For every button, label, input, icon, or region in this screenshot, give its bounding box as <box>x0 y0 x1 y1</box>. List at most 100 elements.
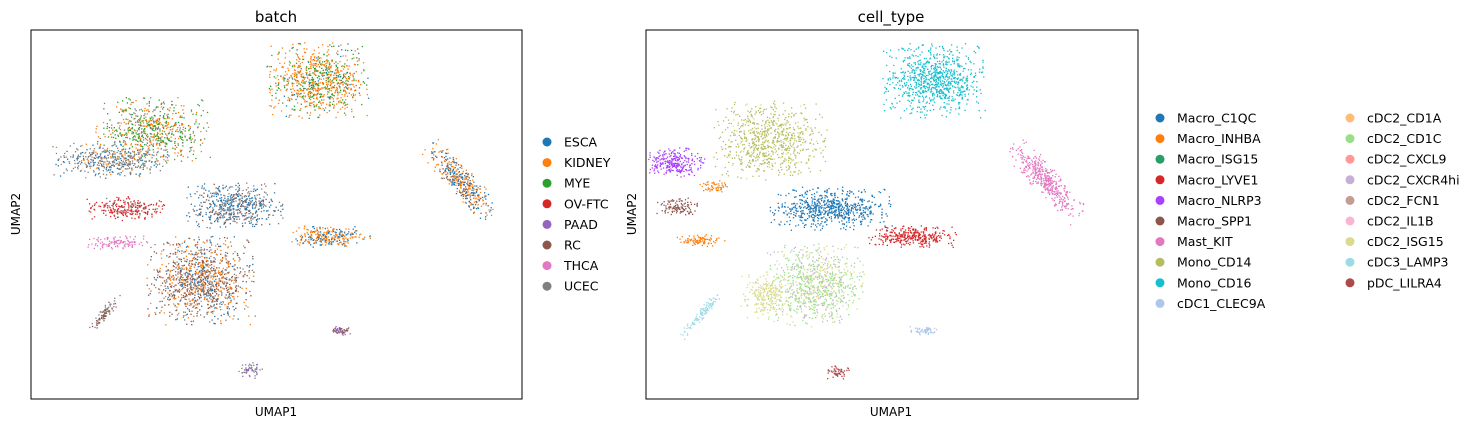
umap-point <box>228 308 230 310</box>
umap-point <box>336 234 338 237</box>
umap-point <box>221 274 223 276</box>
umap-point <box>125 118 127 120</box>
umap-point <box>155 127 157 130</box>
umap-point <box>114 241 116 243</box>
umap-point <box>102 173 105 175</box>
umap-point <box>155 158 158 160</box>
umap-point <box>350 94 352 96</box>
umap-point <box>216 216 219 219</box>
umap-point <box>246 369 249 372</box>
umap-point <box>300 68 302 70</box>
umap-point <box>168 273 171 275</box>
umap-point <box>338 72 340 74</box>
legend-marker <box>542 158 552 168</box>
umap-point <box>324 107 327 109</box>
umap-point <box>353 94 355 97</box>
umap-point <box>211 270 213 272</box>
umap-point <box>280 210 282 213</box>
umap-point <box>313 101 315 103</box>
umap-point <box>113 151 115 153</box>
umap-point <box>153 251 155 253</box>
umap-point <box>332 79 334 81</box>
umap-point <box>146 241 148 243</box>
umap-point <box>146 133 149 135</box>
umap-point <box>324 86 326 88</box>
umap-point <box>278 82 280 84</box>
umap-point <box>99 242 102 244</box>
umap-point <box>165 120 168 123</box>
umap-point <box>232 279 234 281</box>
umap-point <box>95 324 98 326</box>
umap-point <box>203 266 205 268</box>
umap-point <box>907 64 909 66</box>
umap-point <box>114 134 116 136</box>
umap-point <box>219 204 221 206</box>
umap-point <box>255 202 257 204</box>
umap-point <box>192 208 194 211</box>
umap-point <box>180 154 182 156</box>
umap-point <box>186 267 188 270</box>
umap-point <box>124 241 126 243</box>
umap-point <box>159 130 161 132</box>
umap-point <box>222 280 224 282</box>
umap-point <box>196 307 198 309</box>
legend-marker <box>542 178 552 188</box>
umap-point <box>210 311 212 313</box>
umap-point <box>140 115 142 117</box>
umap-point <box>166 137 168 140</box>
umap-point <box>357 64 359 66</box>
umap-point <box>248 269 250 272</box>
umap-point <box>130 207 132 209</box>
umap-point <box>458 183 460 185</box>
umap-point <box>98 322 100 324</box>
umap-point <box>310 244 312 246</box>
umap-point <box>316 57 318 59</box>
umap-point <box>232 292 234 294</box>
umap-point <box>177 112 180 114</box>
umap-point <box>188 212 190 214</box>
umap-point <box>338 101 340 104</box>
umap-point <box>151 161 153 163</box>
umap-point <box>214 261 216 263</box>
umap-point <box>207 194 209 196</box>
umap-point <box>342 74 345 76</box>
umap-point <box>175 274 177 276</box>
umap-point <box>201 305 203 307</box>
umap-point <box>333 77 335 79</box>
umap-point <box>336 71 339 73</box>
umap-point <box>211 252 213 254</box>
umap-point <box>113 214 115 216</box>
umap-point <box>216 213 218 215</box>
umap-point <box>339 74 341 76</box>
umap-point <box>230 299 232 301</box>
umap-point <box>309 71 311 73</box>
umap-point <box>129 99 131 101</box>
umap-point <box>186 295 188 297</box>
umap-point <box>472 203 474 206</box>
umap-point <box>143 202 145 204</box>
umap-point <box>180 269 182 271</box>
umap-point <box>314 64 316 66</box>
umap-point <box>343 329 345 331</box>
umap-point <box>466 197 468 200</box>
umap-point <box>245 367 247 369</box>
umap-point <box>206 278 209 280</box>
umap-point <box>449 168 452 170</box>
umap-point <box>174 271 177 273</box>
umap-point <box>462 195 464 197</box>
umap-point <box>314 81 316 83</box>
umap-point <box>59 175 62 177</box>
umap-point <box>271 54 273 57</box>
umap-point <box>178 281 181 283</box>
umap-point <box>312 79 314 81</box>
umap-point <box>167 296 169 298</box>
umap-point <box>124 246 126 248</box>
umap-point <box>89 152 91 154</box>
umap-point <box>175 112 177 114</box>
umap-point <box>57 165 59 167</box>
umap-point <box>92 165 94 167</box>
umap-point <box>141 121 143 123</box>
umap-point <box>304 51 306 53</box>
umap-point <box>115 159 117 162</box>
umap-point <box>98 167 100 169</box>
